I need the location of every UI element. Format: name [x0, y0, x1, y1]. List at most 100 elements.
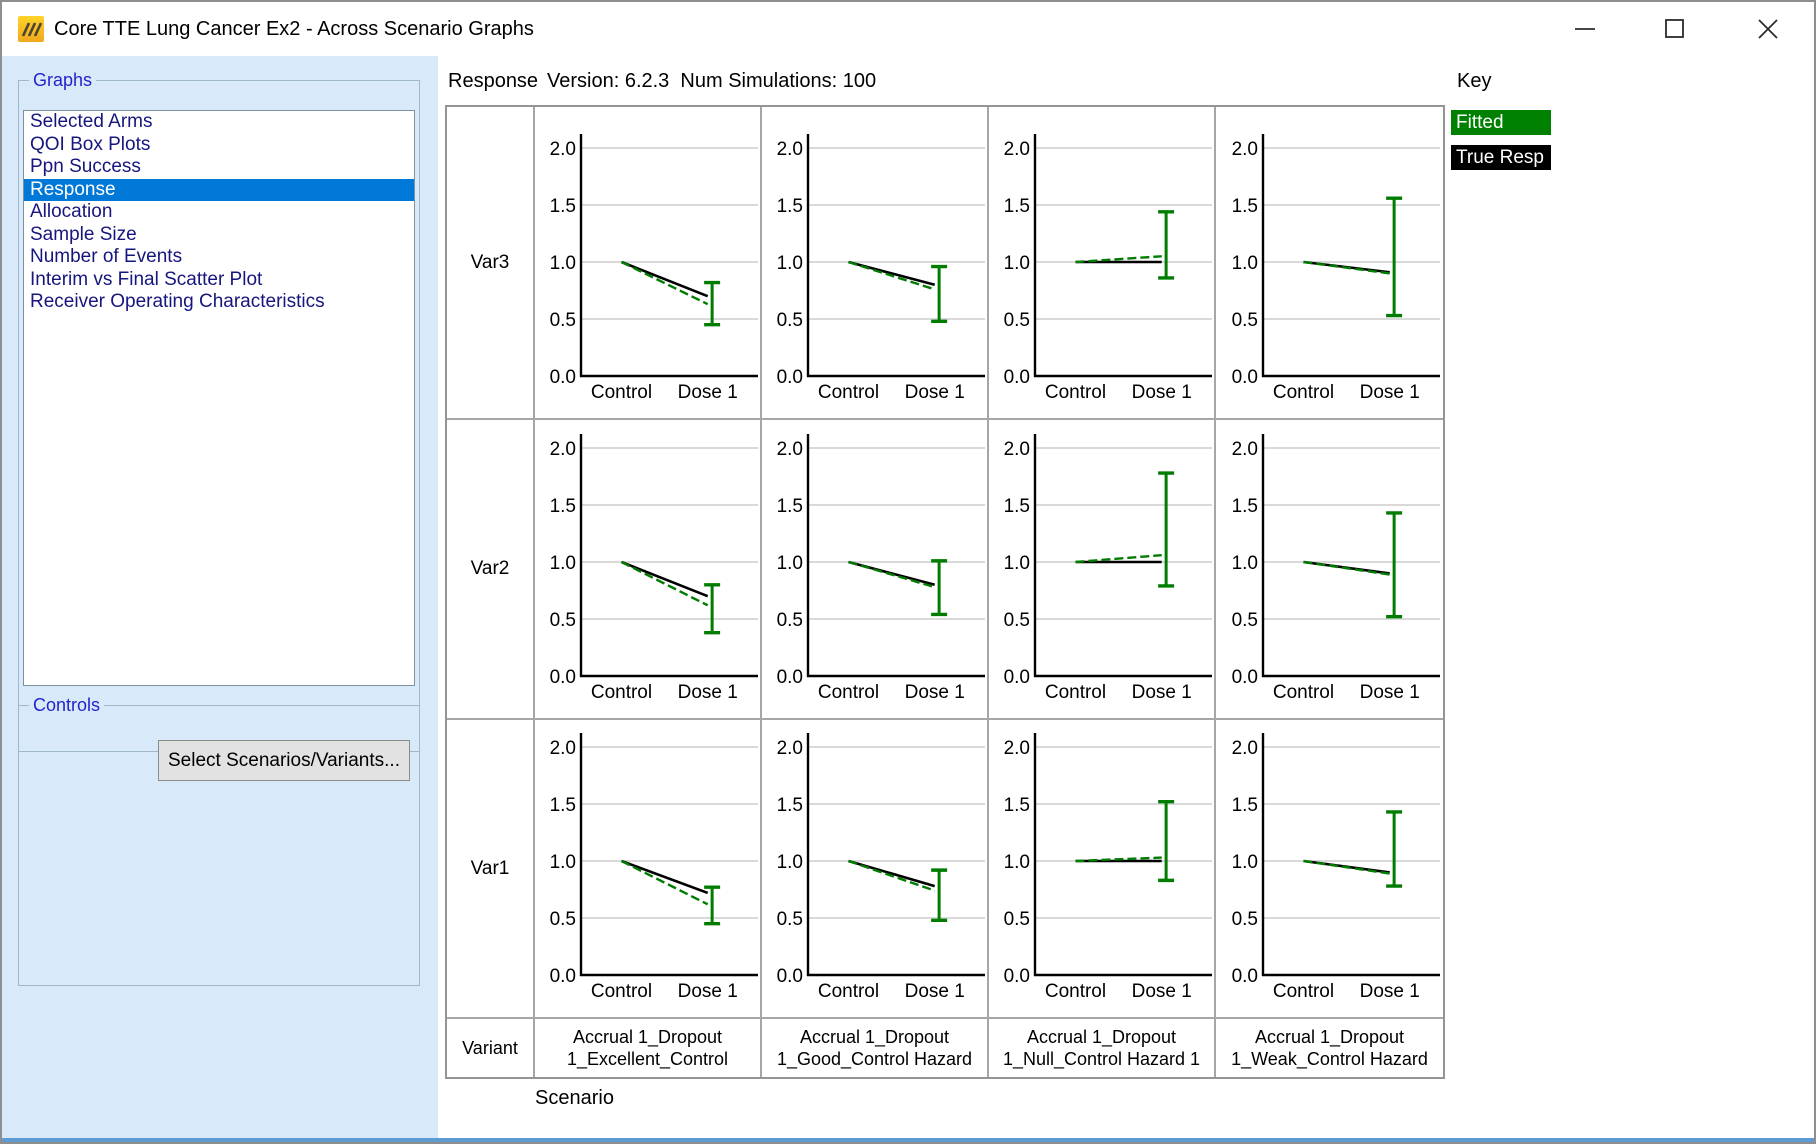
svg-text:0.5: 0.5: [777, 909, 803, 930]
variant-cell-col3: Accrual 1_Dropout 1_Null_Control Hazard …: [989, 1019, 1216, 1077]
left-panel: Graphs Selected Arms QOI Box Plots Ppn Suc…: [2, 56, 438, 1138]
variant-cell-col2: Accrual 1_Dropout 1_Good_Control Hazard: [762, 1019, 989, 1077]
graph-list-item-receiver-operating-characteristics[interactable]: Receiver Operating Characteristics: [30, 291, 325, 312]
graph-list-item-number-of-events[interactable]: Number of Events: [30, 246, 183, 267]
svg-text:0.0: 0.0: [1232, 367, 1258, 388]
controls-group-label: Controls: [29, 695, 105, 715]
svg-text:Dose 1: Dose 1: [678, 382, 738, 403]
graph-title: Response: [448, 70, 539, 92]
svg-text:Control: Control: [1273, 382, 1334, 403]
svg-text:1.0: 1.0: [777, 553, 803, 574]
svg-text:0.5: 0.5: [1232, 909, 1258, 930]
svg-text:1.5: 1.5: [1004, 795, 1030, 816]
svg-text:0.5: 0.5: [777, 310, 803, 331]
svg-text:Control: Control: [1273, 981, 1334, 1002]
variant-header-cell: Variant: [447, 1019, 535, 1077]
svg-text:0.0: 0.0: [777, 367, 803, 388]
svg-text:0.0: 0.0: [1004, 367, 1030, 388]
svg-text:2.0: 2.0: [777, 439, 803, 460]
minimize-button[interactable]: [1554, 2, 1616, 56]
svg-text:1.5: 1.5: [777, 196, 803, 217]
svg-text:1.5: 1.5: [1004, 496, 1030, 517]
variant-cell-col4: Accrual 1_Dropout 1_Weak_Control Hazard: [1216, 1019, 1443, 1077]
variant-cell-col1: Accrual 1_Dropout 1_Excellent_Control: [535, 1019, 762, 1077]
legend-item-fitted: Fitted: [1451, 110, 1551, 135]
main-area: Response Version: 6.2.3 Num Simulations:…: [438, 56, 1814, 1138]
graph-list-item-ppn-success[interactable]: Ppn Success: [30, 156, 141, 177]
graph-list-item-interim-vs-final-scatter-plot[interactable]: Interim vs Final Scatter Plot: [30, 268, 263, 290]
svg-text:1.5: 1.5: [1004, 196, 1030, 217]
app-icon: [18, 16, 44, 42]
graphs-group-label: Graphs: [29, 70, 97, 90]
svg-text:1.0: 1.0: [1232, 253, 1258, 274]
svg-text:0.5: 0.5: [1232, 610, 1258, 631]
svg-text:1.0: 1.0: [1004, 553, 1030, 574]
svg-text:1.0: 1.0: [550, 852, 576, 873]
svg-text:0.5: 0.5: [1232, 310, 1258, 331]
svg-text:0.5: 0.5: [1004, 310, 1030, 331]
svg-text:0.0: 0.0: [1004, 966, 1030, 987]
graph-list-item-selected-arms[interactable]: Selected Arms: [30, 111, 153, 132]
chart-cell-var2-col3: 0.0 0.5 1.0 1.5 2.0 Control Dose 1: [989, 420, 1216, 720]
svg-text:Control: Control: [1273, 682, 1334, 703]
variant-header-label: Variant: [462, 1037, 518, 1058]
svg-text:0.5: 0.5: [1004, 909, 1030, 930]
svg-text:Control: Control: [591, 981, 652, 1002]
svg-text:1.5: 1.5: [550, 795, 576, 816]
graph-list-item-response[interactable]: Response: [24, 178, 414, 201]
svg-text:0.0: 0.0: [777, 966, 803, 987]
chart-cell-var2-col4: 0.0 0.5 1.0 1.5 2.0 Control Dose 1: [1216, 420, 1443, 720]
svg-text:Dose 1: Dose 1: [905, 382, 965, 403]
chart-cell-var1-col1: 0.0 0.5 1.0 1.5 2.0 Control Dose 1: [535, 720, 762, 1019]
charts-grid: Var3 0.0 0.5 1.0 1.5 2.0 Control Dose 1 0.0 0.5 1.…: [445, 105, 1445, 1079]
variant-cell-label: Accrual 1_Dropout 1_Weak_Control Hazard: [1231, 1027, 1428, 1069]
svg-text:Dose 1: Dose 1: [1360, 981, 1420, 1002]
svg-text:2.0: 2.0: [1232, 439, 1258, 460]
svg-text:1.0: 1.0: [1232, 553, 1258, 574]
svg-text:1.0: 1.0: [1232, 852, 1258, 873]
svg-text:1.5: 1.5: [550, 496, 576, 517]
version-info: Version: 6.2.3 Num Simulations: 100: [547, 70, 877, 92]
svg-text:0.0: 0.0: [550, 367, 576, 388]
svg-text:Control: Control: [818, 981, 879, 1002]
svg-text:0.0: 0.0: [1004, 667, 1030, 688]
graph-list-item-sample-size[interactable]: Sample Size: [30, 223, 137, 245]
close-icon: [1758, 19, 1778, 39]
svg-text:Control: Control: [591, 682, 652, 703]
svg-text:Dose 1: Dose 1: [1360, 382, 1420, 403]
close-button[interactable]: [1737, 2, 1799, 56]
maximize-button[interactable]: [1644, 2, 1706, 56]
graphs-listbox[interactable]: Selected Arms QOI Box Plots Ppn Success Res…: [23, 110, 415, 686]
select-scenarios-variants-button[interactable]: Select Scenarios/Variants...: [158, 740, 410, 781]
graphs-groupbox: Graphs Selected Arms QOI Box Plots Ppn Suc…: [18, 70, 420, 752]
svg-text:Control: Control: [1045, 981, 1106, 1002]
graph-list-item-allocation[interactable]: Allocation: [30, 201, 113, 222]
row-label-var3: Var3: [447, 107, 535, 420]
svg-text:Dose 1: Dose 1: [1132, 981, 1192, 1002]
graph-list-item-qoi-box-plots[interactable]: QOI Box Plots: [30, 133, 151, 155]
svg-text:Dose 1: Dose 1: [1132, 382, 1192, 403]
minimize-icon: [1575, 28, 1595, 30]
svg-text:1.0: 1.0: [550, 253, 576, 274]
client-area: Graphs Selected Arms QOI Box Plots Ppn Suc…: [2, 56, 1814, 1138]
svg-text:1.5: 1.5: [1232, 496, 1258, 517]
chart-cell-var3-col3: 0.0 0.5 1.0 1.5 2.0 Control Dose 1: [989, 107, 1216, 420]
svg-text:0.0: 0.0: [1232, 667, 1258, 688]
svg-text:0.5: 0.5: [777, 610, 803, 631]
legend-item-true-resp: True Resp: [1451, 145, 1551, 170]
svg-text:2.0: 2.0: [550, 738, 576, 759]
svg-text:2.0: 2.0: [1232, 738, 1258, 759]
svg-text:0.0: 0.0: [550, 667, 576, 688]
title-bar: Core TTE Lung Cancer Ex2 - Across Scenar…: [2, 2, 1814, 56]
chart-cell-var2-col1: 0.0 0.5 1.0 1.5 2.0 Control Dose 1: [535, 420, 762, 720]
maximize-icon: [1665, 19, 1684, 38]
svg-text:2.0: 2.0: [1004, 738, 1030, 759]
variant-cell-label: Accrual 1_Dropout 1_Excellent_Control: [566, 1027, 729, 1069]
svg-text:2.0: 2.0: [550, 439, 576, 460]
svg-text:0.5: 0.5: [550, 310, 576, 331]
svg-text:2.0: 2.0: [550, 139, 576, 160]
svg-text:0.0: 0.0: [777, 667, 803, 688]
svg-text:0.0: 0.0: [1232, 966, 1258, 987]
svg-text:1.0: 1.0: [1004, 852, 1030, 873]
svg-text:Control: Control: [1045, 682, 1106, 703]
